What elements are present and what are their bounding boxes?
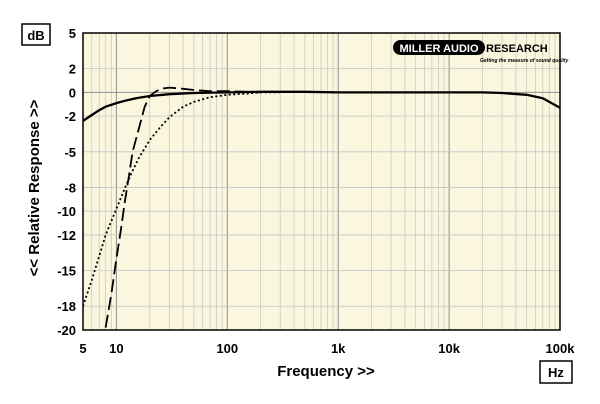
y-tick-label: 5 — [69, 26, 76, 41]
x-tick-label: 5 — [79, 341, 86, 356]
tick-labels: 520-2-5-8-10-12-15-18-205 10 100 1k 10k 100k — [57, 26, 575, 356]
x-tick-label: 100 — [216, 341, 238, 356]
logo-brand-part1: MILLER AUDIO — [399, 43, 478, 55]
y-tick-label: -12 — [57, 228, 76, 243]
x-unit-box: Hz — [539, 360, 573, 384]
logo-badge — [393, 40, 485, 55]
series-line-dotted — [83, 91, 281, 307]
y-tick-label: -18 — [57, 299, 76, 314]
miller-audio-research-logo: MILLER AUDIO RESEARCH Getting the measure … — [393, 40, 569, 64]
grid-lines — [83, 33, 560, 330]
y-axis-title: << Relative Response >> — [26, 99, 43, 276]
series-line-dashed — [104, 86, 261, 328]
y-tick-label: 0 — [69, 85, 76, 100]
x-tick-label: 100k — [546, 341, 576, 356]
y-tick-label: -10 — [57, 204, 76, 219]
x-tick-label: 10k — [438, 341, 460, 356]
x-tick-label: 1k — [331, 341, 346, 356]
x-axis-title: Frequency >> — [277, 363, 375, 380]
series-layer — [83, 86, 560, 328]
y-tick-label: 2 — [69, 62, 76, 77]
y-tick-label: -15 — [57, 264, 76, 279]
y-tick-label: -5 — [64, 145, 76, 160]
y-unit-box: dB — [21, 23, 51, 46]
y-unit-label: dB — [27, 28, 44, 43]
x-tick-label: 10 — [109, 341, 123, 356]
logo-brand-part2: RESEARCH — [486, 43, 548, 55]
plot-frame — [82, 32, 561, 331]
plot-background — [83, 33, 560, 330]
logo-tagline: Getting the measure of sound quality — [480, 58, 569, 64]
x-unit-label: Hz — [548, 365, 564, 380]
y-tick-label: -2 — [64, 109, 76, 124]
y-tick-label: -8 — [64, 180, 76, 195]
y-tick-label: -20 — [57, 323, 76, 338]
